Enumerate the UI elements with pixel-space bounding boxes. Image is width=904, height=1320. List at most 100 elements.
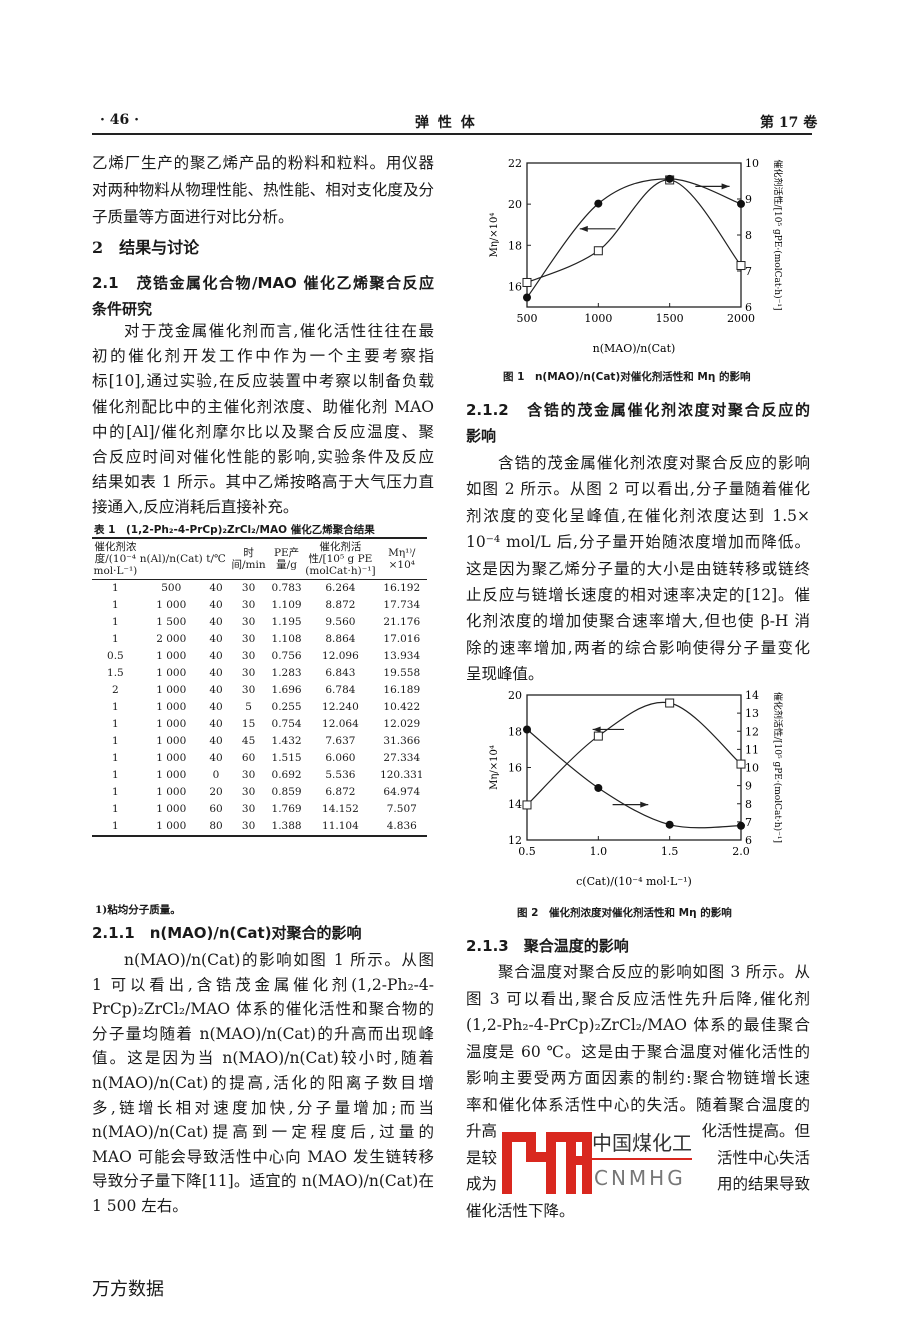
paragraph-line: 这是因为聚乙烯分子量的大小是由链转移或链终	[466, 559, 810, 578]
y-left-axis-label: Mη/×10⁴	[489, 213, 500, 258]
x-tick-label: 1.5	[661, 845, 679, 858]
y-left-tick-label: 12	[508, 834, 522, 847]
table-cell: 1.515	[271, 752, 302, 764]
paragraph-line: n(MAO)/n(Cat)的提高,活化的阳离子数目增	[92, 1074, 434, 1092]
table-cell: 40	[209, 582, 223, 594]
paragraph-line: 如图 2 所示。从图 2 可以看出,分子量随着催化	[466, 480, 810, 499]
table-cell: 60	[241, 752, 256, 764]
table-cell: 4.836	[376, 818, 427, 837]
paragraph-line: 结果如表 1 所示。其中乙烯按略高于大气压力直	[92, 473, 434, 492]
table-cell: 0.756	[271, 650, 302, 662]
table-cell: 12.064	[322, 718, 359, 730]
table-cell: 6.264	[325, 582, 356, 594]
table-cell: 17.734	[383, 599, 421, 611]
paragraph-line: 剂浓度的变化呈峰值,在催化剂浓度达到 1.5×	[466, 506, 810, 525]
table-row: 1 1 500 40 30 1.195 9.560 21.176	[92, 614, 427, 631]
y-left-tick-label: 20	[508, 198, 522, 211]
paragraph-line: MAO 可能会导致活性中心向 MAO 发生链转移	[92, 1147, 434, 1166]
y-right-tick-label: 6	[745, 301, 752, 314]
table-cell: 45	[241, 735, 256, 747]
table-cell: 1.195	[271, 616, 302, 628]
table-cell: 1 000	[156, 599, 187, 611]
table-row: 0.5 1 000 40 30 0.756 12.096 13.934	[92, 648, 427, 665]
y-left-tick-label: 18	[508, 239, 522, 252]
data-point-circle	[737, 199, 745, 208]
y-left-tick-label: 18	[508, 725, 522, 738]
y-right-tick-label: 10	[745, 762, 759, 775]
paragraph-line-fragment: 化活性提高。但	[701, 1122, 810, 1140]
table-cell: 64.974	[383, 786, 421, 798]
table-cell: 0.692	[271, 769, 302, 781]
data-point-circle	[594, 783, 603, 792]
table-cell: 0.859	[271, 786, 302, 798]
table-cell: 30	[241, 582, 256, 594]
data-point-square	[593, 246, 603, 256]
table-cell: 9.560	[325, 616, 356, 628]
column-header: t/℃	[203, 537, 229, 580]
table-row: 1 2 000 40 30 1.108 8.864 17.016	[92, 631, 427, 648]
table-cell: 1 000	[156, 752, 187, 764]
table-cell: 8.872	[325, 599, 356, 611]
paragraph-line: (1,2-Ph₂-4-PrCp)₂ZrCl₂/MAO 体系的最佳聚合	[466, 1016, 810, 1034]
table-cell: 30	[241, 599, 256, 611]
paragraph-line: PrCp)₂ZrCl₂/MAO 体系的催化活性和聚合物的	[92, 1000, 434, 1019]
table-cell: 1 500	[156, 616, 187, 628]
subsection-heading: 条件研究	[92, 300, 153, 318]
table-cell: 7.637	[325, 735, 356, 747]
table-cell: 40	[209, 599, 223, 611]
y-right-tick-label: 8	[745, 229, 752, 242]
table-cell: 0.255	[271, 701, 302, 713]
paragraph-line: 止反应与链增长速度的相对速率决定的[12]。催	[466, 586, 810, 604]
table-cell: 30	[241, 684, 256, 696]
x-axis-label: c(Cat)/(10⁻⁴ mol·L⁻¹)	[576, 875, 692, 888]
column-header: Mη¹⁾/×10⁴	[376, 537, 427, 580]
watermark-logo	[502, 1132, 692, 1194]
table-cell: 27.334	[383, 752, 421, 764]
table-cell: 6.060	[325, 752, 356, 764]
subsection-heading: 2.1.1 n(MAO)/n(Cat)对聚合的影响	[92, 924, 362, 942]
table-cell: 1	[112, 718, 119, 730]
table-cell: 1.388	[268, 818, 305, 837]
footer-source: 万方数据	[92, 1279, 164, 1300]
table-cell: 120.331	[380, 769, 424, 781]
subsection-heading: 2.1.2 含锆的茂金属催化剂浓度对聚合反应的	[466, 401, 810, 419]
table-cell: 21.176	[383, 616, 421, 628]
data-point-circle	[665, 820, 674, 829]
figure-2-caption: 图 2 催化剂浓度对催化剂活性和 Mη 的影响	[517, 907, 732, 919]
table-cell: 40	[209, 650, 223, 662]
table-cell: 1	[112, 735, 119, 747]
arrow-head	[721, 183, 730, 190]
paragraph-line: 乙烯厂生产的聚乙烯产品的粉料和粒料。用仪器	[92, 154, 434, 172]
table-cell: 1	[112, 633, 119, 645]
table-cell: 0.5	[107, 650, 124, 662]
plot-frame	[526, 162, 742, 308]
table-cell: 17.016	[383, 633, 421, 645]
y-left-axis-label: Mη/×10⁴	[489, 745, 500, 790]
series-line-left	[526, 701, 742, 806]
series-line-right	[526, 729, 742, 829]
table-row: 2 1 000 40 30 1.696 6.784 16.189	[92, 682, 427, 699]
paragraph-line-fragment: 活性中心失活	[716, 1148, 810, 1167]
subsection-heading: 2.1 茂锆金属化合物/MAO 催化乙烯聚合反应	[92, 274, 434, 292]
paragraph-line: 子质量等方面进行对比分析。	[92, 208, 294, 226]
data-point-circle	[665, 174, 674, 183]
table-cell: 1.696	[271, 684, 302, 696]
paragraph-line: 10⁻⁴ mol/L 后,分子量开始随浓度增加而降低。	[466, 533, 810, 552]
table-cell: 14.152	[322, 803, 359, 815]
table-row: 1 500 40 30 0.783 6.264 16.192	[92, 580, 427, 598]
arrow-head	[640, 801, 649, 808]
y-right-tick-label: 13	[745, 707, 759, 720]
table-cell: 30	[241, 616, 256, 628]
column-header: n(Al)/n(Cat)	[138, 537, 204, 580]
table-cell: 40	[209, 616, 223, 628]
table-cell: 1 000	[156, 701, 187, 713]
column-header: 催化剂浓度/(10⁻⁴ mol·L⁻¹)	[92, 537, 139, 580]
watermark-cn: 中国煤化工	[592, 1131, 692, 1155]
y-right-axis-label: 催化剂活性/[10⁵ gPE·(molCat·h)⁻¹]	[772, 160, 784, 311]
table-cell: 30	[241, 803, 256, 815]
y-right-tick-label: 9	[745, 780, 752, 793]
table-cell: 20	[209, 786, 223, 798]
paragraph-line-fragment: 成为	[466, 1175, 498, 1193]
table-cell: 1	[112, 701, 119, 713]
